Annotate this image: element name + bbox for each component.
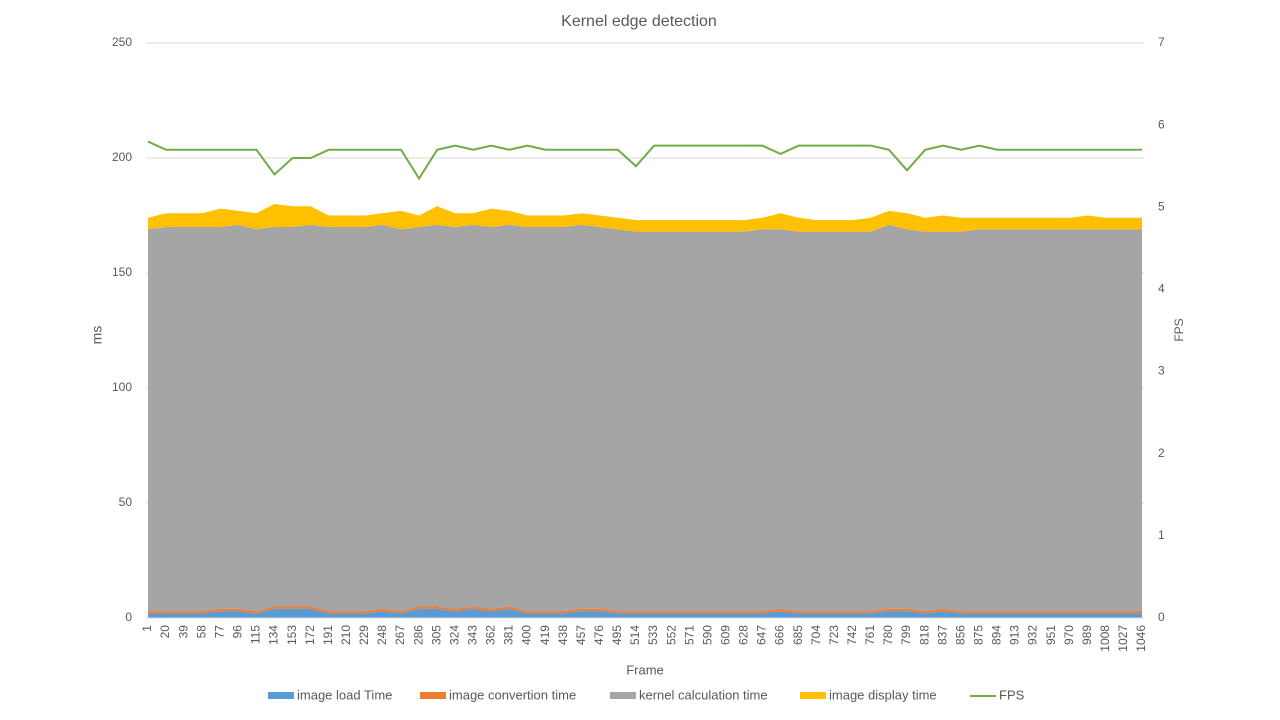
y-tick-label: 200: [112, 150, 132, 164]
x-tick-label: 932: [1026, 625, 1040, 645]
y-axis-title: ms: [89, 326, 105, 345]
y-tick-label: 100: [112, 380, 132, 394]
x-tick-label: 1008: [1098, 625, 1112, 652]
area: [148, 606, 1142, 614]
area: [148, 224, 1142, 612]
y-tick-label: 50: [119, 495, 133, 509]
x-tick-label: 1046: [1134, 625, 1148, 652]
x-tick-label: 989: [1080, 625, 1094, 645]
y-tick-label: 150: [112, 265, 132, 279]
x-tick-label: 324: [447, 625, 461, 645]
x-tick-label: 419: [538, 625, 552, 645]
y2-tick-label: 7: [1158, 35, 1165, 49]
x-tick-label: 115: [249, 625, 263, 644]
x-tick-label: 495: [610, 625, 624, 645]
x-tick-label: 571: [682, 625, 696, 645]
y2-tick-label: 0: [1158, 610, 1165, 624]
y2-axis-title: FPS: [1172, 318, 1186, 341]
x-tick-label: 647: [755, 625, 769, 645]
x-tick-label: 305: [429, 625, 443, 645]
x-tick-label: 1027: [1116, 625, 1130, 652]
x-tick-label: 723: [827, 625, 841, 645]
x-tick-label: 267: [393, 625, 407, 645]
x-tick-label: 837: [935, 625, 949, 645]
x-tick-label: 362: [484, 625, 498, 645]
x-tick-label: 1: [140, 625, 154, 632]
x-tick-label: 894: [990, 625, 1004, 645]
x-tick-label: 172: [303, 625, 317, 645]
x-tick-label: 780: [881, 625, 895, 645]
x-tick-label: 58: [194, 625, 208, 639]
x-tick-label: 742: [845, 625, 859, 645]
legend-label: FPS: [999, 687, 1025, 702]
x-tick-label: 875: [972, 625, 986, 645]
x-tick-label: 39: [176, 625, 190, 639]
area: [148, 204, 1142, 232]
legend-label: image load Time: [297, 687, 392, 702]
y2-tick-label: 5: [1158, 199, 1165, 213]
x-tick-label: 799: [899, 625, 913, 645]
x-tick-label: 951: [1044, 625, 1058, 645]
x-axis-title: Frame: [626, 662, 664, 677]
legend-swatch: [268, 692, 294, 699]
y2-tick-label: 1: [1158, 528, 1165, 542]
chart-title: Kernel edge detection: [561, 13, 717, 30]
x-tick-label: 476: [592, 625, 606, 645]
line: [147, 140, 1142, 181]
x-tick-label: 381: [502, 625, 516, 645]
x-tick-label: 913: [1008, 625, 1022, 645]
x-tick-label: 343: [465, 625, 479, 645]
y2-tick-label: 4: [1158, 282, 1165, 296]
legend-swatch: [420, 692, 446, 699]
y2-tick-label: 3: [1158, 364, 1165, 378]
x-tick-label: 400: [520, 625, 534, 645]
x-tick-label: 666: [773, 625, 787, 645]
legend-label: kernel calculation time: [639, 687, 768, 702]
y-tick-label: 250: [112, 35, 132, 49]
x-tick-label: 20: [158, 625, 172, 639]
x-tick-label: 153: [285, 625, 299, 645]
y2-tick-label: 2: [1158, 446, 1165, 460]
x-tick-label: 590: [700, 625, 714, 645]
x-tick-label: 191: [321, 625, 335, 645]
x-tick-label: 685: [791, 625, 805, 645]
x-tick-label: 514: [628, 625, 642, 645]
x-tick-label: 609: [718, 625, 732, 645]
x-tick-label: 552: [664, 625, 678, 645]
x-tick-label: 77: [212, 625, 226, 639]
legend-label: image convertion time: [449, 687, 576, 702]
legend-swatch: [610, 692, 636, 699]
x-tick-label: 248: [375, 625, 389, 645]
x-tick-label: 704: [809, 625, 823, 645]
x-tick-label: 438: [556, 625, 570, 645]
x-tick-label: 533: [646, 625, 660, 645]
x-tick-label: 96: [231, 625, 245, 639]
x-tick-label: 134: [267, 625, 281, 645]
y2-tick-label: 6: [1158, 117, 1165, 131]
x-tick-label: 229: [357, 625, 371, 645]
x-tick-label: 761: [863, 625, 877, 645]
x-tick-label: 818: [917, 625, 931, 645]
x-tick-label: 457: [574, 625, 588, 645]
x-tick-label: 286: [411, 625, 425, 645]
legend-swatch: [800, 692, 826, 699]
x-tick-label: 970: [1062, 625, 1076, 645]
x-tick-label: 856: [953, 625, 967, 645]
x-tick-label: 628: [737, 625, 751, 645]
legend-label: image display time: [829, 687, 937, 702]
y-tick-label: 0: [125, 610, 132, 624]
x-tick-label: 210: [339, 625, 353, 645]
